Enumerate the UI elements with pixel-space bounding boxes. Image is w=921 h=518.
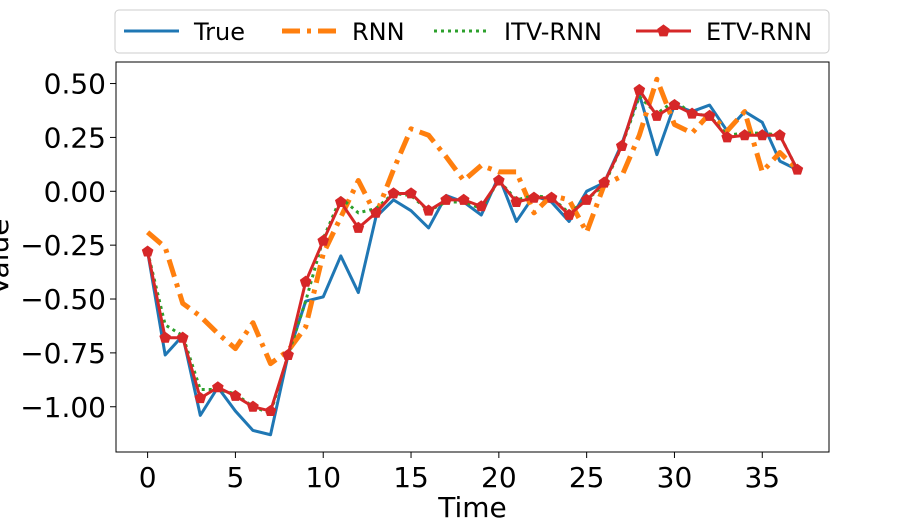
data-point (405, 187, 417, 199)
x-tick-label: 10 (305, 461, 341, 494)
data-point (282, 348, 294, 360)
y-axis-title: Value (0, 219, 15, 296)
data-point (334, 195, 347, 207)
data-point (317, 234, 330, 246)
data-point (633, 83, 646, 95)
data-point (370, 206, 382, 218)
legend-label: ETV-RNN (706, 18, 812, 46)
data-point (457, 193, 470, 205)
data-point (510, 195, 523, 207)
data-point (194, 392, 207, 404)
x-tick-label: 20 (481, 461, 517, 494)
x-tick-label: 15 (393, 461, 429, 494)
x-tick-label: 5 (227, 461, 245, 494)
data-point (528, 191, 540, 203)
data-point (422, 204, 435, 216)
y-tick-label: −0.50 (20, 283, 106, 316)
series-line-etv-rnn (146, 88, 799, 413)
legend-label: True (193, 18, 245, 46)
data-point (686, 107, 698, 119)
y-tick-label: −1.00 (20, 391, 106, 424)
data-point (703, 109, 716, 121)
y-tick-label: −0.25 (20, 229, 106, 262)
data-point (440, 193, 452, 205)
data-point (545, 191, 558, 203)
plot-series (141, 76, 804, 437)
data-point (651, 109, 663, 121)
data-point (229, 389, 242, 401)
legend: True RNN ITV-RNN ETV-RNN (114, 9, 830, 54)
data-point (299, 275, 312, 287)
y-axis-ticks: 0.50 0.25 0.00 −0.25 −0.50 −0.75 −1.00 (20, 68, 116, 424)
legend-marker (657, 24, 670, 37)
data-point (475, 200, 488, 212)
data-point (738, 129, 751, 141)
plot-frame (115, 61, 830, 453)
data-point (721, 131, 733, 143)
data-point (668, 98, 681, 111)
data-point (141, 245, 154, 257)
x-tick-label: 0 (139, 461, 157, 494)
data-point (756, 129, 769, 141)
data-point (615, 139, 628, 151)
data-point (774, 129, 786, 141)
data-point (598, 176, 611, 188)
series-line-itv-rnn (146, 94, 799, 415)
y-tick-label: 0.25 (44, 121, 106, 154)
x-tick-label: 30 (657, 461, 693, 494)
x-tick-label: 25 (569, 461, 605, 494)
legend-label: ITV-RNN (504, 18, 602, 46)
y-tick-label: 0.00 (44, 175, 106, 208)
series-line-true (146, 92, 799, 437)
data-point (493, 174, 505, 186)
data-point (159, 331, 171, 343)
legend-label: RNN (352, 18, 405, 46)
series-line-rnn (145, 76, 800, 367)
data-point (212, 381, 224, 393)
y-tick-label: −0.75 (20, 337, 106, 370)
data-point (247, 400, 259, 412)
data-point (176, 331, 189, 343)
x-tick-label: 35 (744, 461, 780, 494)
data-point (387, 187, 400, 199)
data-point (563, 208, 575, 220)
y-tick-label: 0.50 (44, 68, 106, 101)
x-axis-ticks: 0 5 10 15 20 25 30 35 (139, 452, 780, 494)
data-point (791, 163, 804, 175)
data-point (580, 193, 593, 205)
data-point (352, 221, 365, 233)
data-point (264, 404, 277, 417)
x-axis-title: Time (437, 491, 507, 518)
